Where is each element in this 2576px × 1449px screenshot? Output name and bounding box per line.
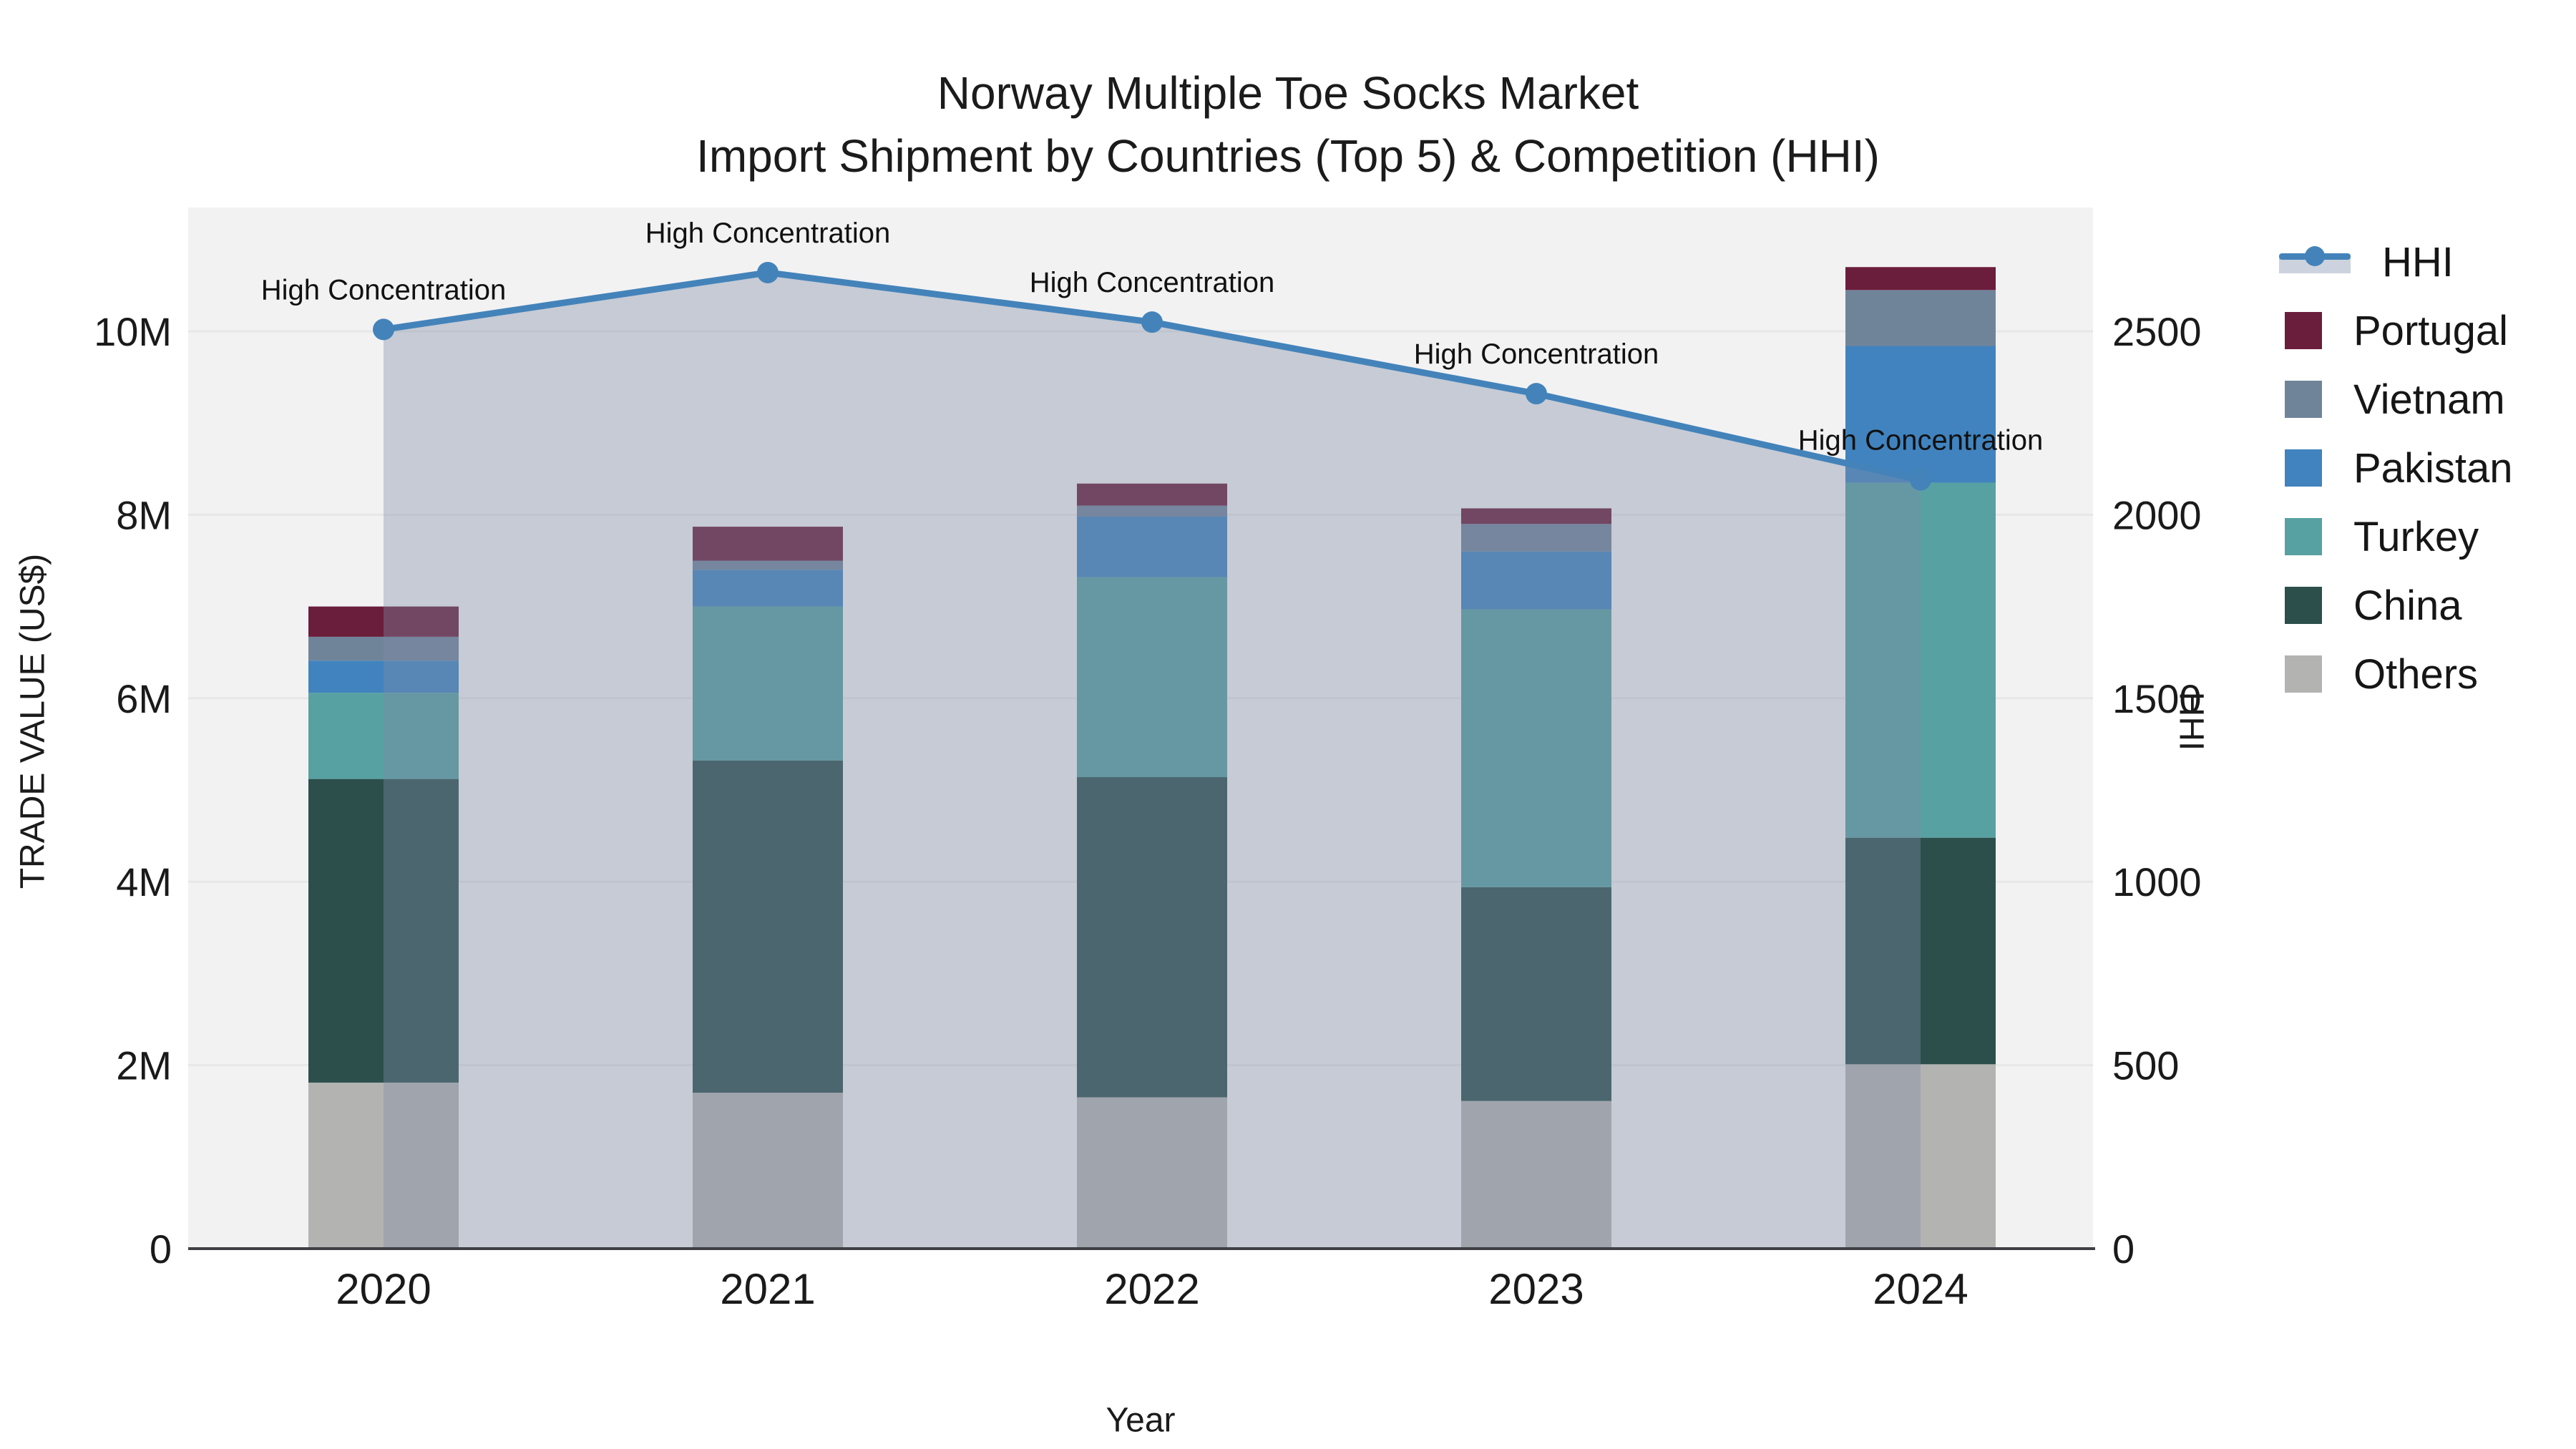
x-tick-label-2021: 2021 [720, 1265, 815, 1313]
color-swatch-icon [2285, 655, 2322, 693]
color-swatch-icon [2285, 312, 2322, 349]
bar-segment-china-2022[interactable] [1077, 777, 1227, 1098]
bar-segment-china-2020[interactable] [308, 779, 459, 1083]
legend: HHI Portugal Vietnam Pakistan Turkey Chi… [2279, 228, 2512, 708]
color-swatch-icon [2285, 518, 2322, 555]
legend-label: HHI [2382, 238, 2454, 286]
y-right-tick-label: 2000 [2112, 492, 2202, 537]
bar-segment-others-2020[interactable] [308, 1082, 459, 1249]
annotation-high-concentration-2022: High Concentration [1030, 267, 1274, 298]
y-left-tick-label: 0 [150, 1226, 172, 1272]
bar-segment-turkey-2020[interactable] [308, 693, 459, 779]
y-right-tick-label: 2500 [2112, 309, 2202, 354]
bar-segment-others-2022[interactable] [1077, 1097, 1227, 1249]
bar-segment-vietnam-2022[interactable] [1077, 505, 1227, 517]
hhi-marker-2023[interactable] [1526, 383, 1547, 405]
y-left-tick-label: 6M [116, 676, 172, 721]
y-right-tick-label: 0 [2112, 1226, 2135, 1272]
y-left-tick-label: 8M [116, 492, 172, 537]
bar-segment-turkey-2021[interactable] [693, 606, 843, 761]
y-right-tick-label: 500 [2112, 1043, 2179, 1088]
bar-segment-china-2021[interactable] [693, 760, 843, 1093]
bar-segment-turkey-2022[interactable] [1077, 577, 1227, 778]
legend-label: China [2353, 582, 2462, 629]
y-left-tick-label: 4M [116, 859, 172, 904]
bar-segment-pakistan-2021[interactable] [693, 570, 843, 607]
bar-segment-pakistan-2024[interactable] [1845, 346, 1996, 483]
annotation-high-concentration-2023: High Concentration [1414, 338, 1659, 370]
annotation-high-concentration-2021: High Concentration [645, 218, 890, 249]
bar-segment-others-2021[interactable] [693, 1093, 843, 1249]
bar-segment-portugal-2023[interactable] [1461, 508, 1611, 525]
y-right-axis-title: HHI [2172, 691, 2210, 751]
y-left-axis-title: TRADE VALUE (US$) [14, 553, 52, 889]
bar-segment-pakistan-2022[interactable] [1077, 516, 1227, 577]
bar-segment-portugal-2020[interactable] [308, 606, 459, 637]
y-left-tick-label: 2M [116, 1043, 172, 1088]
legend-item-china[interactable]: China [2279, 571, 2512, 640]
bar-segment-vietnam-2023[interactable] [1461, 524, 1611, 552]
x-axis-title: Year [1106, 1401, 1176, 1440]
bar-segment-others-2024[interactable] [1845, 1064, 1996, 1249]
hhi-line-swatch-icon [2279, 246, 2351, 278]
bar-segment-portugal-2024[interactable] [1845, 267, 1996, 291]
bar-segment-portugal-2021[interactable] [693, 527, 843, 561]
legend-item-vietnam[interactable]: Vietnam [2279, 365, 2512, 434]
hhi-area [384, 272, 1921, 1249]
bar-segment-turkey-2023[interactable] [1461, 609, 1611, 887]
hhi-marker-2020[interactable] [373, 318, 394, 341]
color-swatch-icon [2285, 587, 2322, 624]
chart-title-line2: Import Shipment by Countries (Top 5) & C… [696, 130, 1880, 182]
legend-label: Others [2353, 650, 2479, 698]
legend-item-turkey[interactable]: Turkey [2279, 502, 2512, 571]
chart-title: Norway Multiple Toe Socks Market Import … [0, 62, 2576, 187]
y-left-tick-label: 10M [94, 309, 172, 354]
x-tick-label-2022: 2022 [1104, 1265, 1199, 1313]
legend-label: Vietnam [2353, 376, 2505, 423]
bar-segment-china-2023[interactable] [1461, 887, 1611, 1101]
annotation-high-concentration-2024: High Concentration [1798, 425, 2043, 457]
hhi-marker-2022[interactable] [1141, 311, 1163, 333]
x-tick-label-2020: 2020 [336, 1265, 431, 1313]
legend-item-hhi[interactable]: HHI [2279, 228, 2512, 296]
hhi-marker-2021[interactable] [757, 261, 779, 283]
bar-segment-vietnam-2021[interactable] [693, 560, 843, 570]
legend-item-pakistan[interactable]: Pakistan [2279, 434, 2512, 502]
bar-segment-vietnam-2020[interactable] [308, 636, 459, 661]
legend-label: Portugal [2353, 307, 2509, 354]
color-swatch-icon [2285, 381, 2322, 418]
y-right-tick-label: 1000 [2112, 859, 2202, 904]
chart-title-line1: Norway Multiple Toe Socks Market [937, 67, 1639, 119]
bar-segment-china-2024[interactable] [1845, 837, 1996, 1065]
bar-segment-vietnam-2024[interactable] [1845, 290, 1996, 346]
bar-segment-pakistan-2023[interactable] [1461, 551, 1611, 610]
bar-segment-portugal-2022[interactable] [1077, 483, 1227, 506]
hhi-marker-2024[interactable] [1910, 469, 1931, 491]
x-tick-label-2023: 2023 [1488, 1265, 1584, 1313]
legend-item-others[interactable]: Others [2279, 640, 2512, 708]
x-tick-label-2024: 2024 [1873, 1265, 1968, 1313]
legend-item-portugal[interactable]: Portugal [2279, 296, 2512, 365]
legend-label: Pakistan [2353, 444, 2513, 492]
bar-segment-others-2023[interactable] [1461, 1101, 1611, 1249]
y-right-tick-label: 1500 [2112, 676, 2202, 721]
annotation-high-concentration-2020: High Concentration [261, 274, 506, 306]
bar-segment-pakistan-2020[interactable] [308, 660, 459, 693]
bar-segment-turkey-2024[interactable] [1845, 482, 1996, 838]
color-swatch-icon [2285, 449, 2322, 487]
legend-label: Turkey [2353, 513, 2479, 560]
